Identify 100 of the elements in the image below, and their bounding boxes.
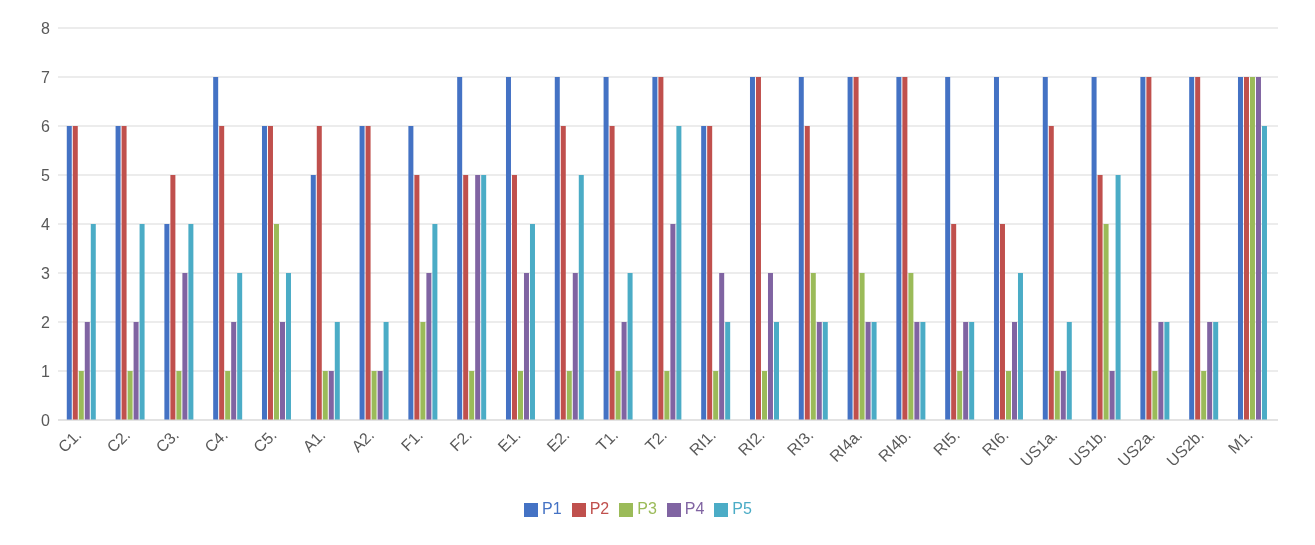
bar — [377, 371, 383, 420]
bar — [1109, 371, 1115, 420]
y-tick-label: 8 — [41, 19, 51, 37]
bar — [603, 77, 609, 420]
bar — [621, 322, 627, 420]
legend-label: P1 — [542, 500, 562, 517]
bar — [1195, 77, 1201, 420]
bar — [920, 322, 926, 420]
bar — [127, 371, 133, 420]
bar — [188, 224, 194, 420]
bar — [755, 77, 761, 420]
x-tick-label: A2. — [348, 426, 378, 456]
bar — [225, 371, 231, 420]
bar — [1152, 371, 1158, 420]
bar — [1017, 273, 1023, 420]
bar — [554, 77, 560, 420]
bar — [798, 77, 804, 420]
bar — [713, 371, 719, 420]
bar — [426, 273, 432, 420]
bar — [1261, 126, 1267, 420]
bar — [664, 371, 670, 420]
bar — [475, 175, 481, 420]
bar — [773, 322, 779, 420]
bar — [432, 224, 438, 420]
y-tick-label: 5 — [41, 166, 51, 184]
bar — [182, 273, 188, 420]
bar — [310, 175, 316, 420]
bar — [1011, 322, 1017, 420]
x-tick-label: T1. — [592, 426, 622, 455]
bar — [529, 224, 535, 420]
bar — [963, 322, 969, 420]
bar — [719, 273, 725, 420]
bar — [670, 224, 676, 420]
bar — [908, 273, 914, 420]
bar — [1066, 322, 1072, 420]
legend-label: P5 — [732, 500, 752, 517]
bar — [896, 77, 902, 420]
bar — [902, 77, 908, 420]
bar — [469, 371, 475, 420]
bar — [1103, 224, 1109, 420]
bar — [481, 175, 487, 420]
bar — [847, 77, 853, 420]
bar — [273, 224, 279, 420]
x-tick-label: RI4a. — [826, 426, 866, 466]
x-tick-label: E2. — [543, 426, 573, 456]
bar — [822, 322, 828, 420]
bar — [999, 224, 1005, 420]
bar — [517, 371, 523, 420]
bar — [139, 224, 145, 420]
bar — [615, 371, 621, 420]
bar — [1091, 77, 1097, 420]
bar — [1060, 371, 1066, 420]
bar — [701, 126, 707, 420]
bar — [279, 322, 285, 420]
bar — [1140, 77, 1146, 420]
x-tick-label: F2. — [446, 426, 475, 455]
bar — [90, 224, 96, 420]
bar — [365, 126, 371, 420]
bar — [1213, 322, 1219, 420]
bar — [133, 322, 139, 420]
bar — [804, 126, 810, 420]
bar — [951, 224, 957, 420]
bar — [1249, 77, 1255, 420]
bar — [859, 273, 865, 420]
bar — [578, 175, 584, 420]
x-tick-label: C5. — [250, 426, 280, 456]
bar — [267, 126, 273, 420]
x-tick-label: C3. — [152, 426, 183, 456]
bar — [1005, 371, 1011, 420]
bar — [945, 77, 951, 420]
x-tick-label: C1. — [54, 426, 85, 456]
bar — [457, 77, 463, 420]
bar — [170, 175, 176, 420]
y-tick-label: 3 — [41, 264, 51, 282]
y-tick-label: 1 — [41, 362, 51, 380]
bar — [164, 224, 170, 420]
bar — [1048, 126, 1054, 420]
bar — [176, 371, 182, 420]
bar — [463, 175, 469, 420]
bar — [285, 273, 291, 420]
y-tick-label: 7 — [41, 68, 51, 86]
bar — [572, 273, 578, 420]
bar — [322, 371, 328, 420]
y-tick-label: 0 — [41, 411, 51, 429]
bar — [511, 175, 517, 420]
bar — [115, 126, 121, 420]
x-tick-label: C4. — [201, 426, 231, 456]
bar — [316, 126, 322, 420]
bar — [1207, 322, 1213, 420]
x-tick-label: E1. — [494, 426, 524, 456]
bar — [560, 126, 566, 420]
x-tick-label: RI6. — [978, 426, 1012, 459]
bar — [1164, 322, 1170, 420]
bar — [1189, 77, 1195, 420]
y-tick-label: 6 — [41, 117, 51, 135]
bar — [871, 322, 877, 420]
x-tick-label: RI3. — [783, 426, 817, 459]
bar — [66, 126, 72, 420]
bar — [993, 77, 999, 420]
y-tick-label: 4 — [41, 215, 51, 233]
